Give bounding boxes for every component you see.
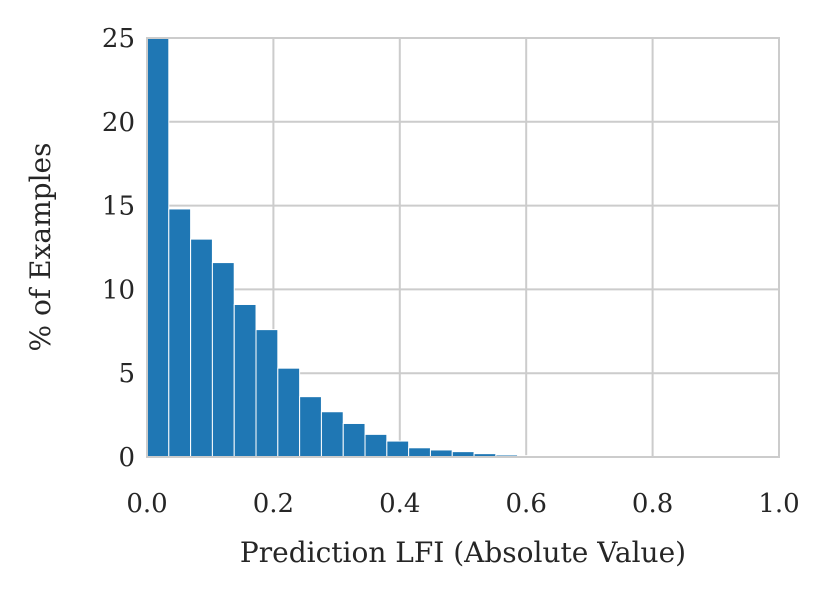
y-tick-label: 15 [102,192,135,222]
histogram-bar [277,367,301,458]
y-axis-ticks: 0 5 10 15 20 25 [102,24,135,473]
x-tick-label: 0.8 [632,489,673,519]
plot-frame [146,37,780,458]
x-tick-label: 0.0 [126,489,167,519]
histogram-bar [168,208,192,458]
y-axis-label: % of Examples [24,143,57,352]
x-tick-label: 1.0 [758,489,799,519]
histogram-bar [211,262,235,458]
histogram-bar [408,447,431,458]
x-tick-label: 0.2 [253,489,294,519]
y-tick-label: 25 [102,24,135,54]
histogram-bar [233,303,257,458]
histogram-bar [386,440,410,458]
y-tick-label: 20 [102,108,135,138]
histogram-bar [146,37,170,458]
x-axis-ticks: 0.0 0.2 0.4 0.6 0.8 1.0 [126,489,799,519]
histogram-bar [190,238,213,458]
x-axis-label: Prediction LFI (Absolute Value) [240,536,686,569]
y-tick-label: 10 [102,275,135,305]
histogram-bar [429,449,453,458]
y-tick-label: 0 [118,443,135,473]
histogram-bar [364,433,388,458]
histogram-bars [146,37,780,458]
y-tick-label: 5 [118,359,135,389]
histogram-bar [342,422,366,458]
histogram-bar [255,329,279,458]
histogram-bar [320,411,344,458]
x-tick-label: 0.6 [506,489,547,519]
histogram-bar [299,396,322,458]
x-tick-label: 0.4 [379,489,420,519]
